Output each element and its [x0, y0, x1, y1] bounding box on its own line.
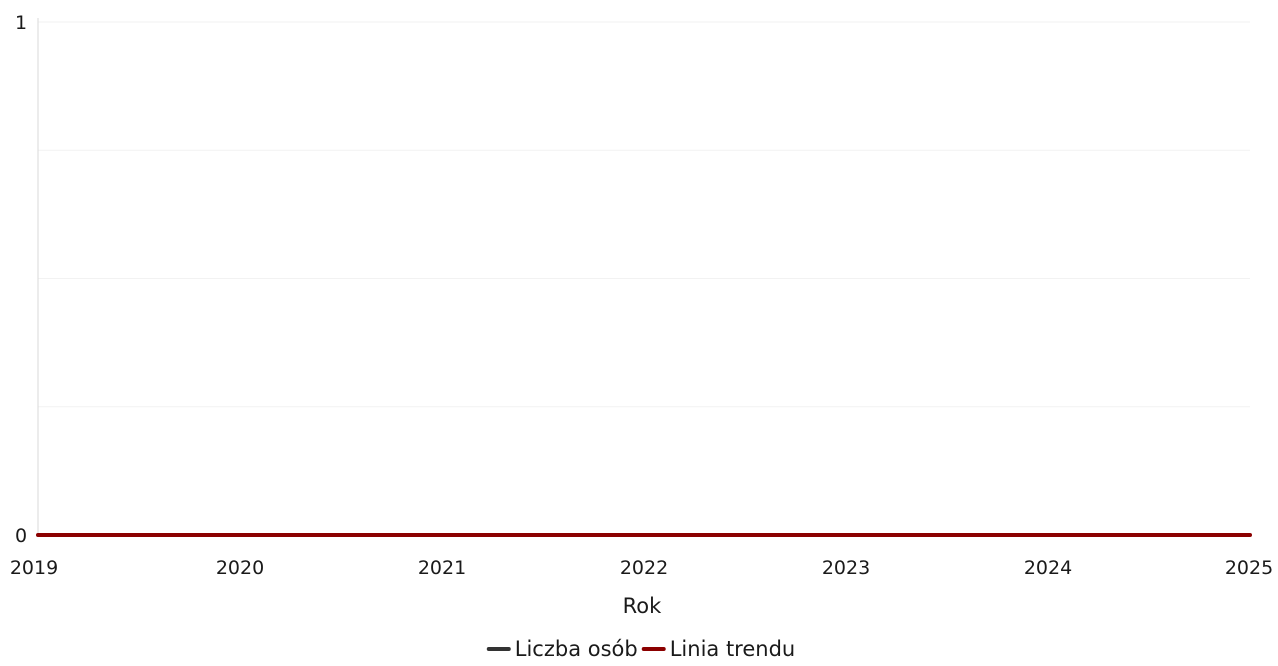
legend: Liczba osób Linia trendu [486, 637, 796, 661]
y-tick-labels: 01 [15, 12, 27, 547]
y-tick-label: 0 [15, 525, 27, 547]
x-tick-labels: 2019 2020 2021 2022 2023 2024 2025 [10, 557, 1273, 579]
legend-label: Linia trendu [670, 637, 796, 661]
x-axis-title: Rok [623, 594, 662, 618]
legend-label: Liczba osób [515, 637, 638, 661]
gridlines [38, 21, 1250, 408]
x-tick-label: 2024 [1024, 557, 1072, 579]
x-tick-label: 2021 [418, 557, 466, 579]
x-tick-label: 2025 [1225, 557, 1273, 579]
x-tick-label: 2019 [10, 557, 58, 579]
x-tick-label: 2022 [620, 557, 668, 579]
x-tick-label: 2020 [216, 557, 264, 579]
y-tick-label: 1 [15, 12, 27, 34]
x-tick-label: 2023 [822, 557, 870, 579]
